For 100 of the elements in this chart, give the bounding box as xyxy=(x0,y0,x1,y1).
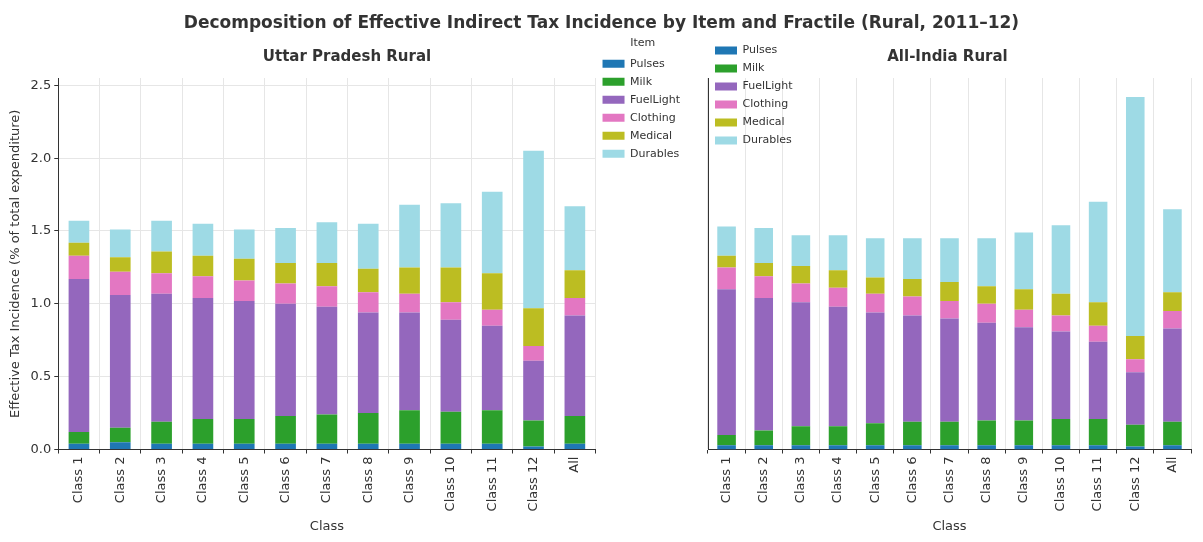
legend-label: FuelLight xyxy=(742,79,794,93)
bar xyxy=(1125,335,1145,360)
bar xyxy=(399,293,420,313)
bar xyxy=(564,270,586,298)
x-tick-label: Class 3 xyxy=(152,456,168,504)
bar xyxy=(275,263,296,284)
bar xyxy=(717,289,736,435)
bar xyxy=(440,411,462,444)
legend-label: Pulses xyxy=(630,56,665,70)
bar xyxy=(275,228,296,264)
bar xyxy=(275,303,296,417)
bar xyxy=(1088,325,1108,342)
bar xyxy=(940,421,959,446)
x-tick-label: Class 10 xyxy=(442,456,458,512)
bar xyxy=(940,281,959,301)
bar xyxy=(977,303,996,323)
bar xyxy=(977,286,996,304)
bar xyxy=(440,319,462,412)
bar xyxy=(1163,311,1182,329)
bar xyxy=(1051,331,1071,419)
bar xyxy=(1051,315,1071,332)
bar xyxy=(151,251,172,274)
bar xyxy=(717,255,736,268)
bar xyxy=(903,238,922,280)
bar xyxy=(754,445,774,450)
bar xyxy=(523,346,544,361)
bar xyxy=(316,443,338,450)
x-tick-label: Class 11 xyxy=(483,456,499,512)
bar xyxy=(1088,418,1108,446)
x-axis-title: Class xyxy=(309,517,345,533)
bar xyxy=(192,255,214,277)
bar xyxy=(1163,292,1182,312)
bar xyxy=(977,322,996,421)
bar xyxy=(754,263,774,277)
bar xyxy=(791,302,811,427)
bar xyxy=(717,226,736,256)
bar xyxy=(357,268,379,293)
y-tick-label: 2.5 xyxy=(30,76,52,92)
bar xyxy=(1014,420,1034,446)
bar xyxy=(1163,445,1182,450)
x-tick-label: Class 9 xyxy=(400,456,416,504)
bar xyxy=(275,283,296,304)
x-tick-label: Class 9 xyxy=(1015,456,1031,504)
bar xyxy=(357,312,379,414)
bar xyxy=(357,292,379,313)
x-tick-label: Class 5 xyxy=(235,456,251,504)
bar xyxy=(1088,302,1108,326)
bar xyxy=(1163,328,1182,422)
bar xyxy=(192,418,214,444)
bar xyxy=(151,273,172,294)
legend-label: Durables xyxy=(742,133,793,147)
bar xyxy=(233,418,255,444)
bar xyxy=(151,220,172,252)
bar xyxy=(68,443,90,450)
legend-title: Item xyxy=(630,36,656,50)
x-tick-label: Class 1 xyxy=(70,456,86,504)
bar xyxy=(828,270,848,288)
bar xyxy=(68,255,90,280)
bar xyxy=(1163,209,1182,293)
bar xyxy=(192,276,214,298)
legend-label: FuelLight xyxy=(630,92,681,106)
bar xyxy=(903,296,922,316)
bar xyxy=(940,445,959,450)
x-tick-label: Class 6 xyxy=(276,456,292,504)
bar xyxy=(828,287,848,307)
bar xyxy=(1125,372,1145,425)
bar xyxy=(940,238,959,282)
bar xyxy=(865,238,885,278)
bar xyxy=(68,220,90,243)
x-axis-title: Class xyxy=(932,517,967,533)
bar xyxy=(1088,341,1108,419)
x-tick-label: All xyxy=(1163,456,1179,473)
bar xyxy=(109,295,131,428)
x-tick-label: Class 11 xyxy=(1089,456,1105,512)
bar xyxy=(481,325,503,411)
x-tick-label: Class 1 xyxy=(717,456,733,504)
bar xyxy=(399,204,420,268)
bar xyxy=(275,443,296,450)
bar xyxy=(903,421,922,446)
legend-label: Milk xyxy=(742,61,766,75)
bar xyxy=(1163,421,1182,446)
bar xyxy=(399,312,420,411)
bar xyxy=(564,206,586,271)
bar xyxy=(828,235,848,271)
bar xyxy=(865,423,885,446)
bar xyxy=(1014,232,1034,290)
bar xyxy=(940,300,959,319)
legend-label: Medical xyxy=(630,128,673,142)
legend-label: Clothing xyxy=(742,97,789,111)
bar xyxy=(754,276,774,298)
bar xyxy=(717,445,736,450)
bar xyxy=(275,416,296,444)
bar xyxy=(940,318,959,422)
bar xyxy=(481,410,503,444)
text: Decomposition of Effective Indirect Tax Incidence by Item and Fractile (Rural, 2011–12) xyxy=(182,11,1021,34)
bar xyxy=(192,298,214,419)
bar xyxy=(68,432,90,444)
x-tick-label: Class 7 xyxy=(318,456,334,504)
bar xyxy=(440,267,462,303)
bar xyxy=(109,442,131,450)
